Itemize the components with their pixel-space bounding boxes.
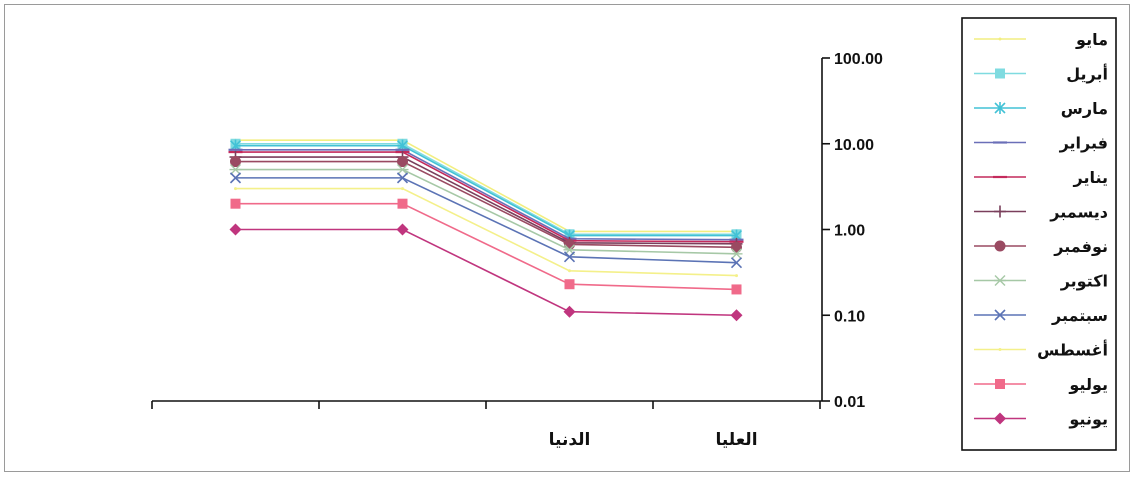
series-4 bbox=[228, 148, 744, 241]
legend-swatch-marker bbox=[998, 37, 1002, 41]
series-line bbox=[235, 156, 737, 245]
series-line bbox=[235, 149, 737, 241]
legend-label: أغسطس bbox=[1037, 340, 1108, 360]
legend-label: يوليو bbox=[1068, 375, 1108, 394]
legend-item: سبتمبر bbox=[974, 306, 1108, 325]
data-point bbox=[230, 156, 241, 168]
series-line bbox=[235, 177, 737, 264]
data-point bbox=[730, 257, 743, 269]
legend-label: يونيو bbox=[1068, 410, 1108, 429]
series-line bbox=[235, 151, 737, 243]
data-point bbox=[397, 198, 408, 209]
data-point bbox=[234, 187, 237, 191]
legend-label: سبتمبر bbox=[1051, 306, 1108, 325]
data-point bbox=[229, 172, 242, 184]
x-tick-label: العليا bbox=[715, 430, 757, 450]
data-point bbox=[563, 251, 576, 263]
series-line bbox=[235, 139, 737, 233]
series-line bbox=[235, 142, 737, 236]
data-point bbox=[563, 305, 576, 318]
series-line bbox=[235, 187, 737, 277]
series-10 bbox=[234, 187, 738, 278]
series-line bbox=[235, 228, 737, 317]
data-point bbox=[564, 279, 575, 290]
series-line bbox=[235, 168, 737, 255]
data-point bbox=[396, 223, 409, 236]
legend-label: يناير bbox=[1072, 168, 1108, 187]
legend-item: ديسمبر bbox=[974, 203, 1108, 222]
legend-label: مايو bbox=[1075, 30, 1108, 49]
legend-swatch-marker bbox=[994, 102, 1006, 114]
legend: مايو أبريل مارس فبراير يناير ديسمبر نوفمبر اكتو… bbox=[961, 17, 1117, 451]
series-8 bbox=[229, 164, 743, 260]
y-tick-label: 0.01 bbox=[834, 394, 865, 411]
series-line bbox=[235, 144, 737, 237]
legend-item: أبريل bbox=[974, 64, 1108, 84]
legend-item: اكتوبر bbox=[974, 272, 1108, 291]
legend-swatch-marker bbox=[994, 309, 1006, 321]
legend-swatch-marker bbox=[994, 275, 1006, 286]
y-tick-label: 100.00 bbox=[834, 51, 883, 68]
legend-item: أغسطس bbox=[974, 340, 1108, 360]
y-tick-label: 10.00 bbox=[834, 137, 874, 154]
series-line bbox=[235, 160, 737, 249]
y-tick-label: 0.10 bbox=[834, 308, 865, 325]
legend-box bbox=[961, 17, 1117, 451]
data-point bbox=[397, 156, 408, 168]
data-point bbox=[731, 284, 742, 295]
legend-label: مارس bbox=[1061, 99, 1108, 118]
legend-label: نوفمبر bbox=[1053, 237, 1108, 256]
series-9 bbox=[229, 172, 743, 269]
series-3 bbox=[229, 139, 743, 242]
data-point bbox=[731, 241, 742, 253]
data-point bbox=[396, 172, 409, 184]
legend-swatch-marker bbox=[998, 348, 1002, 351]
legend-swatch-marker bbox=[994, 240, 1006, 252]
legend-item: يناير bbox=[974, 168, 1108, 187]
legend-item: مايو bbox=[974, 30, 1108, 49]
data-point bbox=[229, 223, 242, 236]
legend-item: نوفمبر bbox=[974, 237, 1108, 256]
legend-swatch-marker bbox=[995, 68, 1005, 79]
series-line bbox=[235, 202, 737, 291]
data-point bbox=[230, 198, 241, 209]
legend-item: يونيو bbox=[974, 410, 1108, 429]
legend-label: فبراير bbox=[1059, 134, 1108, 153]
legend-label: ديسمبر bbox=[1049, 203, 1108, 222]
data-point bbox=[396, 164, 409, 176]
series-12 bbox=[229, 223, 743, 322]
legend-item: فبراير bbox=[974, 134, 1108, 153]
legend-swatch-marker bbox=[994, 412, 1006, 425]
y-tick-label: 1.00 bbox=[834, 223, 865, 240]
series-5 bbox=[228, 150, 744, 243]
legend-label: أبريل bbox=[1066, 64, 1108, 84]
legend-item: يوليو bbox=[974, 375, 1108, 394]
legend-swatch-marker bbox=[995, 379, 1005, 389]
legend-swatch-marker bbox=[994, 205, 1006, 218]
legend-item: مارس bbox=[974, 99, 1108, 118]
x-tick-label: الدنيا bbox=[549, 430, 591, 450]
series-11 bbox=[230, 198, 742, 295]
data-point bbox=[568, 269, 571, 273]
legend-label: اكتوبر bbox=[1060, 272, 1108, 291]
data-point bbox=[229, 164, 242, 176]
data-point bbox=[735, 274, 738, 278]
data-point bbox=[730, 248, 743, 260]
data-point bbox=[730, 309, 743, 322]
data-point bbox=[401, 187, 404, 191]
